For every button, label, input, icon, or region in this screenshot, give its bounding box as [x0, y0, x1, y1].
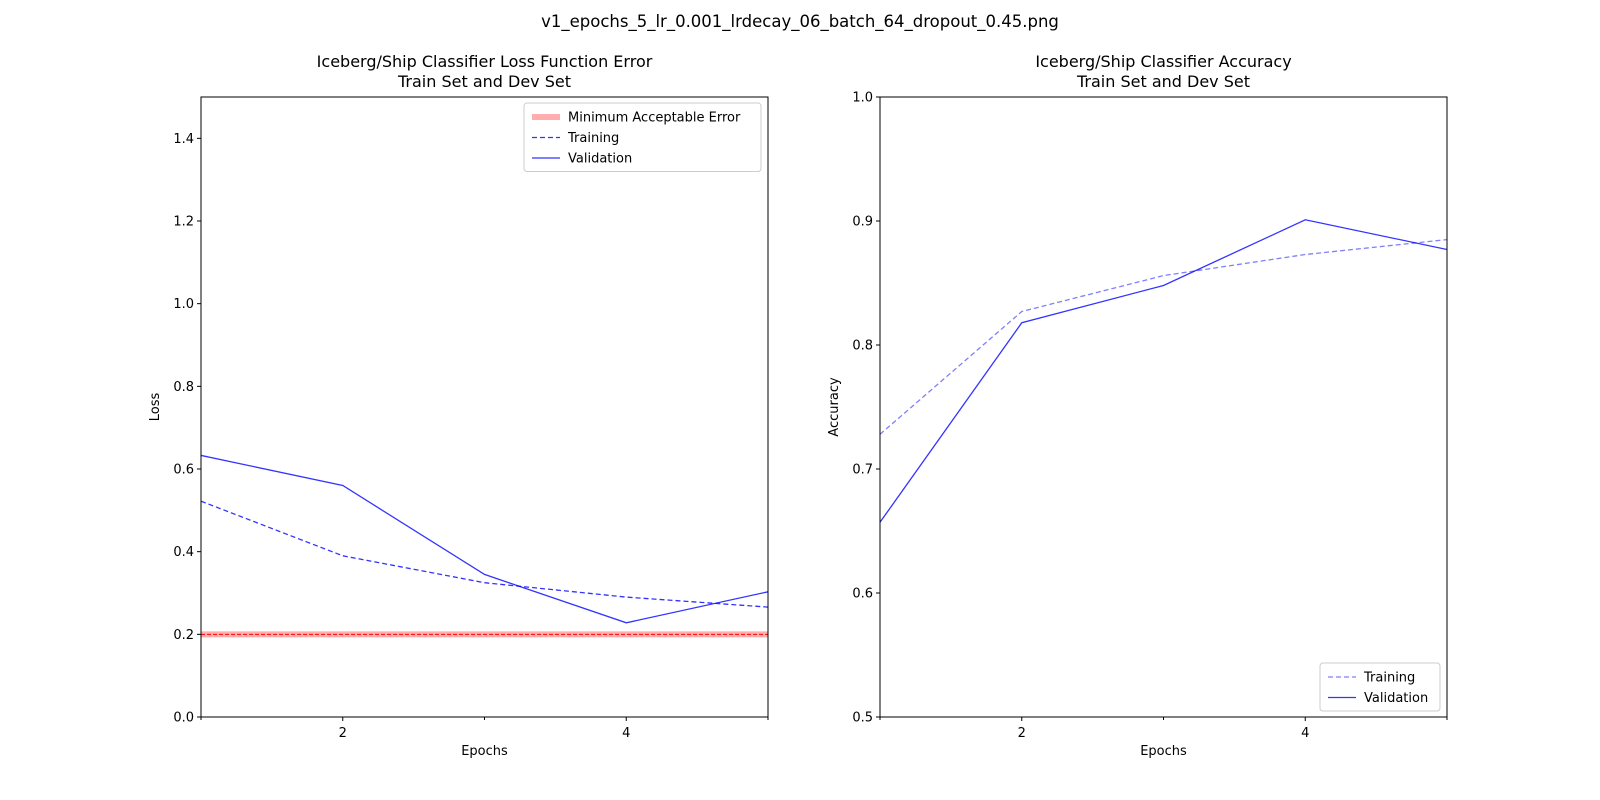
plot-area: [880, 219, 1447, 523]
legend: Training Validation: [1319, 662, 1441, 712]
y-tick-label: 0.9: [852, 215, 873, 230]
y-tick-label: 1.4: [173, 132, 194, 147]
plot-area: [201, 454, 768, 638]
figure-suptitle: v1_epochs_5_lr_0.001_lrdecay_06_batch_64…: [541, 12, 1059, 31]
y-tick-label: 1.2: [173, 215, 194, 230]
y-tick-label: 0.5: [852, 711, 873, 726]
legend-label: Minimum Acceptable Error: [568, 111, 741, 126]
y-tick-label: 1.0: [852, 91, 873, 106]
legend-box: [1319, 662, 1441, 712]
chart-title: Iceberg/Ship Classifier Accuracy: [1035, 52, 1291, 71]
x-axis-label: Epochs: [461, 744, 508, 759]
y-tick-label: 0.2: [173, 628, 194, 643]
x-axis-label: Epochs: [1140, 744, 1187, 759]
y-axis-label: Accuracy: [827, 377, 842, 437]
x-tick-label: 2: [1018, 726, 1026, 741]
axes-frame: [200, 96, 769, 718]
legend-label: Validation: [1364, 691, 1428, 706]
x-tick-label: 2: [339, 726, 347, 741]
y-tick-label: 0.6: [173, 463, 194, 478]
y-tick-label: 0.8: [852, 339, 873, 354]
y-tick-label: 0.7: [852, 463, 873, 478]
y-tick-label: 0.4: [173, 545, 194, 560]
x-tick-label: 4: [622, 726, 630, 741]
legend: Minimum Acceptable Error Training Validati…: [523, 102, 762, 172]
axes-frame: [879, 96, 1448, 718]
legend-box: [523, 102, 762, 172]
y-tick-label: 1.0: [173, 297, 194, 312]
x-tick-label: 4: [1301, 726, 1309, 741]
chart-subtitle: Train Set and Dev Set: [397, 72, 571, 91]
chart-title: Iceberg/Ship Classifier Loss Function Er…: [317, 52, 653, 71]
legend-label: Training: [1363, 671, 1415, 686]
y-tick-label: 0.0: [173, 711, 194, 726]
training-series-line: [201, 500, 768, 608]
chart-subtitle: Train Set and Dev Set: [1076, 72, 1250, 91]
y-tick-label: 0.8: [173, 380, 194, 395]
legend-label: Validation: [568, 152, 632, 167]
legend-label: Training: [567, 131, 619, 146]
training-series-line: [880, 238, 1447, 435]
validation-series-line: [201, 454, 768, 624]
y-axis-label: Loss: [148, 393, 163, 422]
validation-series-line: [880, 219, 1447, 523]
loss-chart: Iceberg/Ship Classifier Loss Function Er…: [148, 52, 769, 759]
y-tick-label: 0.6: [852, 587, 873, 602]
